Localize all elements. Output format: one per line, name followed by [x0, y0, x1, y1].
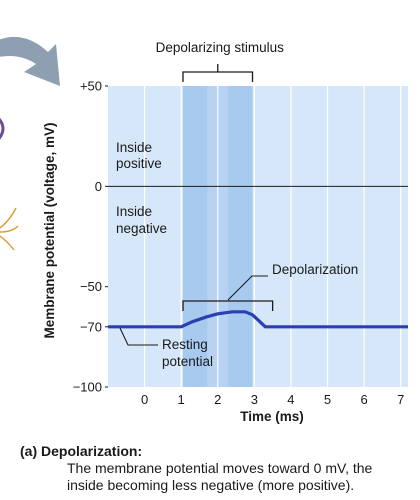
depolarization-chart: +50 0 −50 −70 −100 0 1 2 3 4 5 6 7 Depolarizing sti…	[0, 36, 408, 424]
x-tick-label-5: 5	[324, 392, 331, 407]
resting-label-line2: potential	[162, 354, 213, 369]
x-tick-label-0: 0	[141, 392, 148, 407]
y-tick-label-0: +50	[80, 79, 102, 94]
inside-negative-line2: negative	[116, 221, 167, 236]
depolarization-bracket	[182, 300, 274, 311]
x-tick-label-1: 1	[178, 392, 185, 407]
resting-leader-line	[119, 327, 158, 346]
x-tick-label-4: 4	[287, 392, 294, 407]
curved-arrow-icon	[0, 36, 60, 86]
stimulus-label: Depolarizing stimulus	[156, 40, 285, 55]
x-axis-label: Time (ms)	[240, 409, 304, 424]
y-tick-labels: +50 0 −50 −70 −100	[73, 79, 108, 395]
y-tick-label-2: −50	[80, 279, 102, 294]
chart-canvas: +50 0 −50 −70 −100 0 1 2 3 4 5 6 7 Depolarizing sti…	[0, 36, 408, 424]
inside-positive-line2: positive	[116, 156, 162, 171]
caption-lead: (a) Depolarization:	[20, 443, 143, 459]
caption-text: The membrane potential moves toward 0 mV…	[67, 460, 373, 493]
y-tick-label-4: −100	[73, 380, 102, 395]
inside-positive-line1: Inside	[116, 140, 152, 155]
partial-spark-icon	[0, 207, 19, 251]
y-axis-label: Membrane potential (voltage, mV)	[42, 122, 57, 338]
stimulus-bracket	[182, 64, 254, 82]
inside-negative-line1: Inside	[116, 204, 152, 219]
x-tick-label-2: 2	[214, 392, 221, 407]
y-tick-label-3: −70	[80, 319, 102, 334]
y-tick-label-1: 0	[95, 179, 102, 194]
figure-caption: (a) Depolarization: The membrane potenti…	[20, 443, 410, 494]
gridlines	[143, 86, 402, 387]
x-tick-labels: 0 1 2 3 4 5 6 7	[141, 392, 404, 407]
depolarization-leader-line	[227, 275, 268, 301]
partial-shape-icon	[0, 117, 5, 140]
plot-area	[108, 86, 408, 387]
x-tick-label-7: 7	[397, 392, 404, 407]
depolarization-label: Depolarization	[272, 262, 358, 277]
x-tick-label-3: 3	[251, 392, 258, 407]
membrane-potential-trace	[108, 310, 408, 329]
resting-label-line1: Resting	[162, 337, 208, 352]
x-tick-label-6: 6	[360, 392, 367, 407]
